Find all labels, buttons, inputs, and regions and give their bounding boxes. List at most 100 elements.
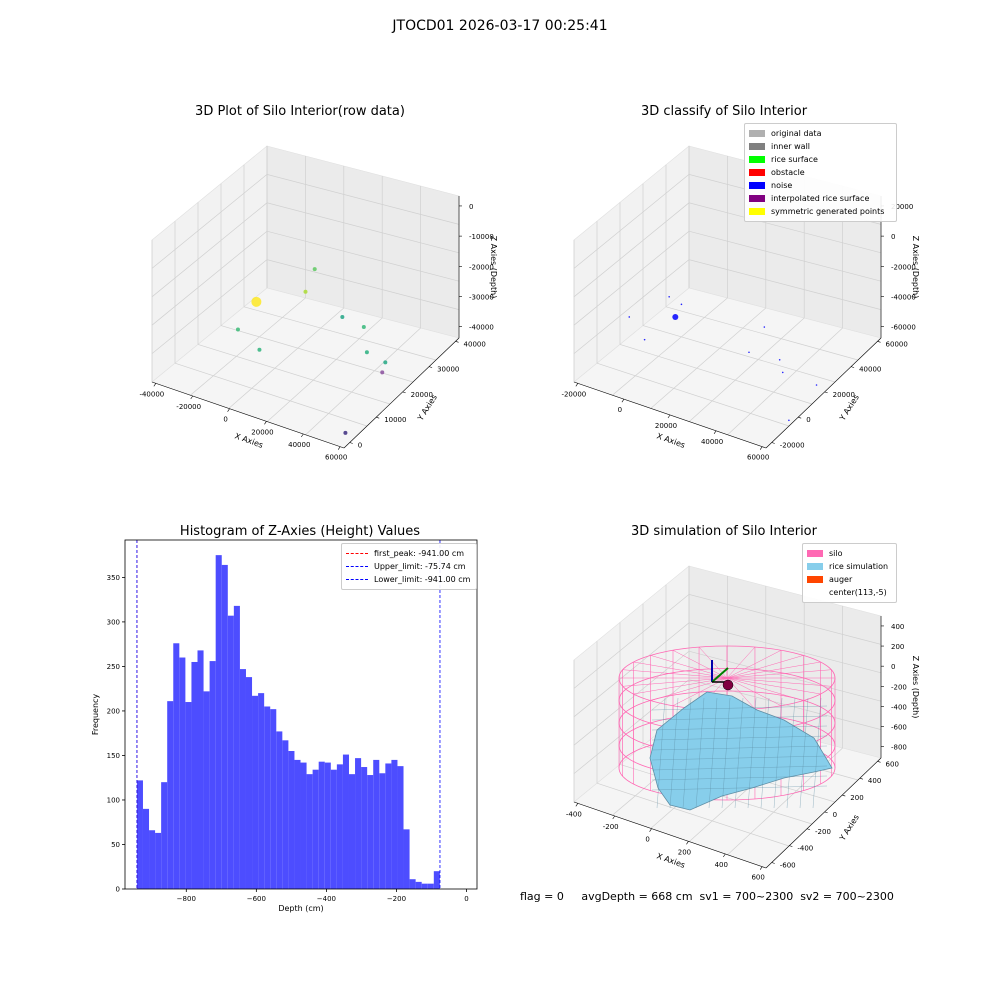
y-tick-label: 20000	[833, 391, 855, 399]
y-axis-line	[765, 337, 882, 449]
grid-line	[151, 174, 460, 269]
histogram-bar	[252, 695, 259, 889]
data-point	[628, 316, 631, 318]
y-tick-mark	[877, 341, 881, 343]
surface-mesh-line	[695, 697, 705, 809]
surface-mesh-line	[651, 735, 828, 741]
histogram-bar	[203, 691, 210, 889]
data-point	[383, 360, 388, 365]
plot4-title: 3D simulation of Silo Interior	[631, 524, 817, 539]
histogram-bar	[324, 762, 331, 889]
histogram-bar	[142, 808, 150, 889]
figure-title: JTOCD01 2026-03-17 00:25:41	[392, 18, 608, 34]
y-tick-mark	[851, 366, 855, 368]
surface-mesh-line	[812, 697, 822, 809]
legend-entry: Upper_limit: -75.74 cm	[346, 560, 472, 573]
data-point	[668, 296, 670, 298]
grid-line	[573, 594, 882, 689]
y-axis-label: Y Axies	[837, 813, 861, 843]
y-tick-label: 0	[358, 442, 362, 450]
x-tick-label: 40000	[288, 441, 310, 449]
x-tick-label: -40000	[139, 390, 164, 398]
histogram-bar	[397, 766, 404, 889]
x-tick-mark	[667, 414, 671, 419]
y-tick-mark	[402, 391, 406, 394]
z-tick-label: 200	[891, 643, 904, 651]
x-tick-label: −200	[387, 895, 406, 903]
y-tick-mark	[789, 845, 793, 847]
histogram-bar	[270, 709, 277, 889]
x-tick-label: 400	[715, 861, 728, 869]
y-tick-label: 200	[107, 707, 120, 715]
data-point	[788, 419, 790, 422]
grid-line	[619, 344, 813, 405]
z-axis-label: Z Axies (Depth)	[911, 236, 920, 299]
z-tick-label: -400	[891, 703, 907, 711]
z-tick-label: 400	[891, 623, 904, 631]
y-tick-label: 0	[806, 416, 810, 424]
x-axis-line	[151, 381, 345, 449]
silo-spoke	[672, 650, 728, 679]
histogram-bar	[385, 763, 392, 889]
x-axis-line	[573, 801, 767, 869]
histogram-bar	[167, 701, 174, 889]
histogram-bar	[161, 782, 168, 889]
grid-line	[612, 297, 728, 396]
surface-mesh-line	[760, 697, 770, 809]
surface-mesh-line	[669, 697, 679, 809]
histogram-bar	[415, 881, 422, 889]
x-tick-label: 0	[464, 895, 468, 903]
histogram-bar	[391, 759, 398, 889]
x-tick-mark	[264, 421, 267, 425]
silo-spoke	[726, 646, 756, 679]
data-point	[680, 303, 683, 306]
plot-frame	[124, 539, 478, 890]
x-tick-label: 20000	[251, 428, 273, 436]
grid-line	[596, 362, 790, 427]
histogram-bar	[403, 829, 410, 889]
histogram-bar	[330, 769, 337, 889]
x-tick-mark	[759, 446, 763, 450]
z-tick-label: -30000	[469, 293, 494, 301]
grid-line	[573, 650, 882, 746]
data-point	[251, 296, 262, 307]
grid-line	[573, 259, 882, 354]
y-tick-mark	[771, 862, 775, 864]
histogram-bar	[136, 780, 143, 889]
legend-entry: first_peak: -941.00 cm	[346, 547, 472, 560]
histogram-bar	[355, 758, 362, 889]
y-tick-label: 150	[107, 752, 120, 760]
y-tick-mark	[376, 416, 380, 419]
data-point	[643, 338, 646, 341]
legend-entry: auger	[807, 573, 892, 586]
legend-entry: center(113,-5)	[807, 586, 892, 599]
z-tick-label: -20000	[891, 263, 916, 271]
z-tick-label: -600	[891, 724, 907, 732]
x-tick-mark	[337, 446, 341, 450]
x-tick-label: 40000	[701, 438, 723, 446]
x-tick-label: 20000	[655, 422, 677, 430]
grid-line	[573, 679, 882, 774]
z-tick-label: -10000	[469, 233, 494, 241]
y-tick-label: -200	[815, 828, 831, 836]
y-tick-label: 30000	[437, 366, 459, 374]
silo-spoke	[650, 655, 728, 679]
legend-entry: rice surface	[749, 153, 892, 166]
y-axis-line	[765, 757, 882, 869]
y-tick-label: -600	[780, 862, 796, 870]
z-tick-label: -60000	[891, 324, 916, 332]
surface-mesh-line	[708, 697, 718, 809]
legend-entry: rice simulation	[807, 560, 892, 573]
x-tick-mark	[621, 398, 625, 403]
auger-marker	[722, 679, 734, 691]
legend-entry: inner wall	[749, 140, 892, 153]
rice-surface	[649, 691, 833, 811]
y-tick-mark	[455, 341, 459, 343]
x-tick-label: 0	[223, 416, 227, 424]
silo-spoke	[726, 669, 832, 679]
legend-entry: symmetric generated points	[749, 205, 892, 218]
z-tick-label: 20000	[891, 203, 913, 211]
legend-swatch	[749, 169, 765, 176]
